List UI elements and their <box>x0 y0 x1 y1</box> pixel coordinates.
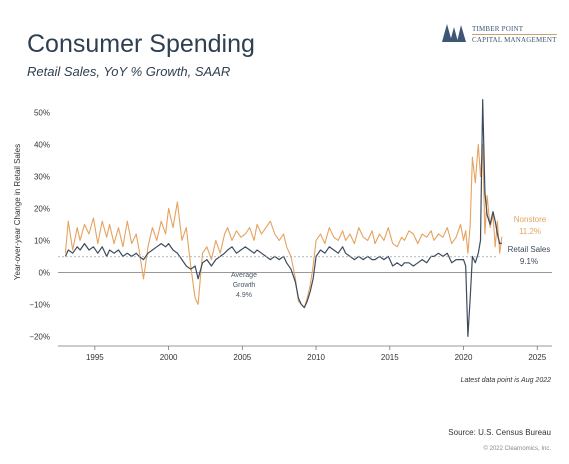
nonstore-legend-label: Nonstore <box>514 215 547 224</box>
nonstore-line <box>64 143 503 309</box>
source-note: Source: U.S. Census Bureau <box>448 428 551 437</box>
x-tick-label: 2015 <box>381 353 399 362</box>
average-growth-label: 4.9% <box>236 292 252 299</box>
retail-sales-value-label: 9.1% <box>520 257 538 266</box>
y-axis-label: Year-over-year Change in Retail Sales <box>13 144 22 280</box>
y-tick-label: 40% <box>34 140 50 149</box>
y-tick-label: 50% <box>34 108 50 117</box>
chart-title: Consumer Spending <box>27 30 255 58</box>
nonstore-value-label: 11.2% <box>519 227 541 236</box>
tree-logo-icon <box>442 24 466 42</box>
y-tick-label: 10% <box>34 236 50 245</box>
x-tick-label: 2020 <box>455 353 473 362</box>
latest-data-note: Latest data point is Aug 2022 <box>460 377 551 384</box>
copyright-note: © 2022 Clearnomics, Inc. <box>483 446 551 452</box>
retail-sales-line <box>64 99 502 337</box>
y-tick-label: 0% <box>38 268 50 277</box>
y-tick-label: 20% <box>34 204 50 213</box>
logo-wordmark: TIMBER POINT CAPITAL MANAGEMENT <box>472 25 557 45</box>
retail-sales-legend-label: Retail Sales <box>508 245 551 254</box>
chart-subtitle: Retail Sales, YoY % Growth, SAAR <box>27 64 231 79</box>
y-tick-label: 30% <box>34 172 50 181</box>
logo-line-1: TIMBER POINT <box>472 25 524 33</box>
average-growth-label: Growth <box>233 282 256 289</box>
x-tick-label: 1995 <box>86 353 104 362</box>
x-tick-label: 2010 <box>307 353 325 362</box>
logo-line-2: CAPITAL MANAGEMENT <box>472 34 557 44</box>
y-tick-label: −20% <box>29 332 50 341</box>
x-tick-label: 2005 <box>233 353 251 362</box>
y-tick-label: −10% <box>29 300 50 309</box>
x-tick-label: 2025 <box>528 353 546 362</box>
x-tick-label: 2000 <box>160 353 178 362</box>
average-growth-label: Average <box>231 272 257 279</box>
